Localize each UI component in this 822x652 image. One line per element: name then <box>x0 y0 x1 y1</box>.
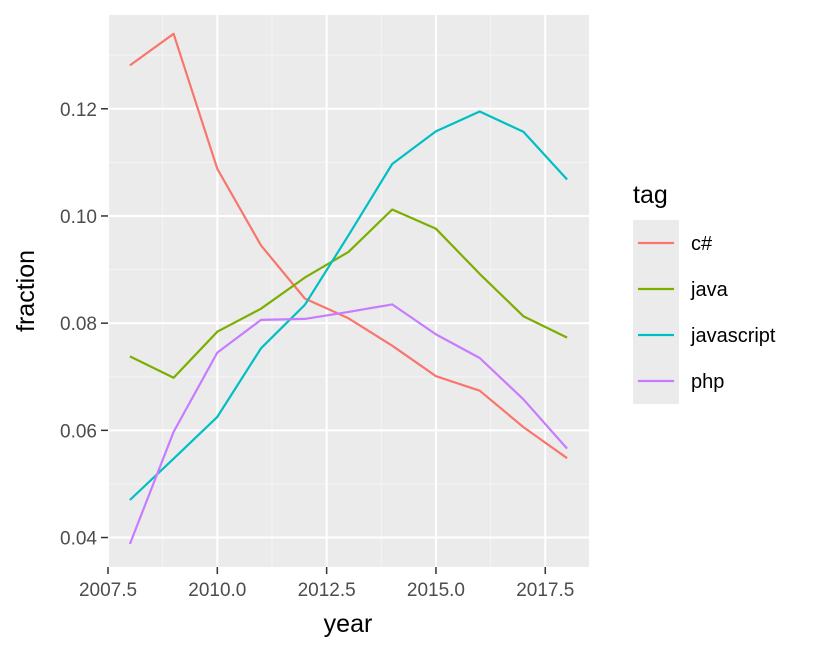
legend: tag c# java javascript php <box>633 181 776 404</box>
y-tick-label: 0.06 <box>60 421 97 442</box>
x-tick-label: 2015.0 <box>407 580 465 601</box>
y-tick-label: 0.08 <box>60 314 97 335</box>
legend-key-background <box>633 220 679 404</box>
series-line-javascript <box>129 110 568 501</box>
y-tick-label: 0.10 <box>60 207 97 228</box>
y-tick-label: 0.04 <box>60 529 97 550</box>
y-axis-title: fraction <box>12 250 40 332</box>
series-line-c# <box>129 32 568 460</box>
x-tick-label: 2010.0 <box>188 580 246 601</box>
plot-panel <box>108 15 589 567</box>
x-axis: 2007.5 2010.0 2012.5 2015.0 2017.5 <box>79 567 574 601</box>
x-tick-label: 2007.5 <box>79 580 137 601</box>
x-tick-label: 2017.5 <box>516 580 574 601</box>
legend-items: c# java javascript php <box>638 233 776 393</box>
series-lines <box>128 32 568 545</box>
legend-label-c#: c# <box>691 233 713 255</box>
major-gridlines <box>107 15 589 567</box>
series-line-java <box>129 208 568 379</box>
minor-gridlines <box>108 15 589 567</box>
legend-label-php: php <box>691 371 724 393</box>
series-line-php <box>128 303 568 545</box>
legend-label-javascript: javascript <box>690 325 776 347</box>
legend-label-java: java <box>690 279 729 301</box>
x-tick-label: 2012.5 <box>298 580 356 601</box>
x-axis-title: year <box>324 610 373 638</box>
y-tick-label: 0.12 <box>60 100 97 121</box>
legend-title: tag <box>633 181 668 209</box>
y-axis: 0.04 0.06 0.08 0.10 0.12 <box>60 100 108 550</box>
